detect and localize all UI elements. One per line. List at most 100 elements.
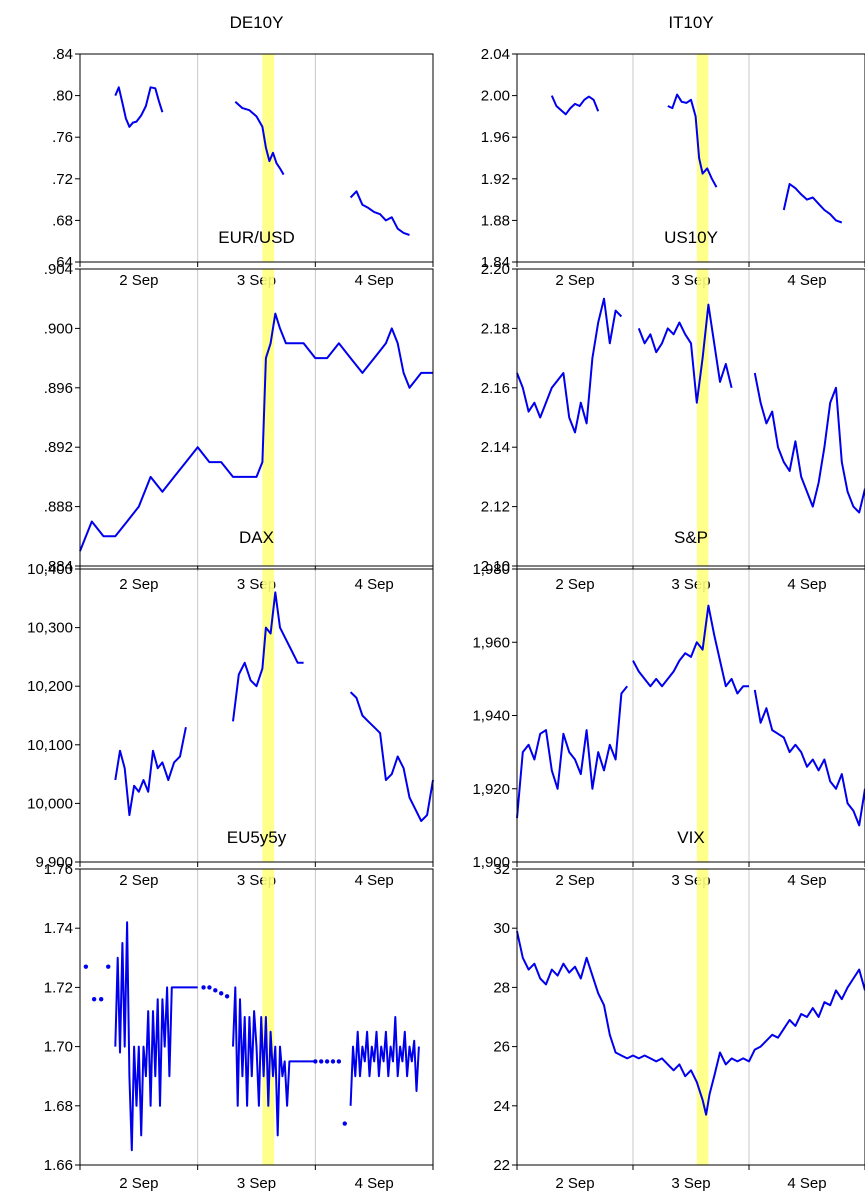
series-line [79,312,433,552]
y-tick-label: 2.18 [481,320,510,337]
y-tick-label: 2.16 [481,380,510,397]
y-tick-label: 2.20 [481,261,510,278]
chart-de10y: DE10Y.64.68.72.76.80.842 Sep 3 Sep 4 Sep [52,13,434,289]
event-band [262,869,275,1165]
series-line [114,921,198,1152]
series-line [349,190,410,236]
y-tick-label: 2.12 [481,499,510,516]
data-point [342,1121,347,1126]
y-tick-label: 1,980 [472,561,510,578]
y-tick-label: 2.14 [481,439,510,456]
x-tick-label: 4 Sep [355,1175,394,1192]
chart-vix: VIX 22 24 26 28 30 32 2 Sep 3 Sep 4 Sep [493,828,865,1192]
y-tick-label: 1.68 [44,1098,73,1115]
plot-frame [79,568,434,863]
event-band [696,869,709,1165]
data-point [98,997,104,1002]
chart-title: EUR/USD [218,228,295,247]
x-tick-label: 2 Sep [555,872,594,889]
data-point [91,997,97,1002]
series-line [782,183,843,224]
data-point [336,1059,342,1064]
series-line [516,685,628,819]
y-tick-label: .64 [52,254,73,271]
chart-title: DE10Y [230,13,284,32]
x-tick-label: 2 Sep [555,1175,594,1192]
y-tick-label: .72 [52,171,73,188]
y-tick-label: 1.96 [481,129,510,146]
event-band [262,569,275,862]
y-tick-label: .892 [44,439,73,456]
y-tick-label: 28 [493,979,510,996]
y-tick-label: 1.66 [44,1157,73,1174]
plot-frame [516,53,865,263]
y-tick-label: .84 [52,46,73,63]
series-line [632,604,749,695]
y-tick-label: 10,400 [27,561,73,578]
event-band [262,269,275,566]
data-point [224,994,230,999]
data-point [207,985,212,990]
x-tick-label: 2 Sep [555,576,594,593]
x-tick-label: 2 Sep [119,272,158,289]
y-tick-label: .896 [44,380,73,397]
series-line [637,303,733,404]
data-point [324,1059,330,1064]
y-tick-label: 1,940 [472,708,510,725]
y-tick-label: 1.74 [44,920,73,937]
x-tick-label: 2 Sep [119,872,158,889]
y-tick-label: 10,300 [27,620,73,637]
data-point [213,988,218,993]
plot-frame [516,568,865,863]
y-tick-label: 1.92 [481,171,510,188]
chart-title: DAX [239,528,274,547]
y-tick-label: 1.70 [44,1039,73,1056]
y-tick-label: 1.84 [481,254,510,271]
y-tick-label: .884 [44,558,73,575]
y-tick-label: 10,100 [27,737,73,754]
x-tick-label: 3 Sep [237,1175,276,1192]
y-tick-label: .904 [44,261,73,278]
chart-title: VIX [677,828,704,847]
series-line [232,986,316,1137]
chart-title: EU5y5y [227,828,287,847]
series-line [234,101,285,176]
data-point [319,1059,324,1064]
y-tick-label: 2.04 [481,46,510,63]
x-tick-label: 4 Sep [787,576,826,593]
chart-title: IT10Y [668,13,713,32]
y-tick-label: 1,900 [472,854,510,871]
x-tick-label: 4 Sep [355,272,394,289]
plot-frame [79,53,434,263]
y-tick-label: 2.10 [481,558,510,575]
series-line [516,297,623,434]
plot-frame [79,868,434,1166]
series-line [753,372,865,514]
x-tick-label: 4 Sep [355,576,394,593]
y-tick-label: 1.88 [481,212,510,229]
chart-eu5y5y: EU5y5y 1.66 1.68 1.70 1.72 1.74 1.76 2 Sep 3 Sep… [44,828,434,1192]
data-point [201,985,206,990]
y-tick-label: 24 [493,1098,510,1115]
y-tick-label: .76 [52,129,73,146]
x-tick-label: 4 Sep [787,272,826,289]
series-line [114,86,164,128]
y-tick-label: 32 [493,861,510,878]
x-tick-label: 2 Sep [119,1175,158,1192]
y-tick-label: 1,920 [472,781,510,798]
chart-title: US10Y [664,228,718,247]
data-point [219,991,224,996]
x-tick-label: 4 Sep [787,1175,826,1192]
event-band [696,269,709,566]
y-tick-label: .900 [44,320,73,337]
y-tick-label: 9,900 [35,854,73,871]
y-tick-label: .68 [52,212,73,229]
data-point [330,1059,336,1064]
y-tick-label: 30 [493,920,510,937]
x-tick-label: 4 Sep [787,872,826,889]
y-tick-label: .888 [44,499,73,516]
y-tick-label: 26 [493,1039,510,1056]
